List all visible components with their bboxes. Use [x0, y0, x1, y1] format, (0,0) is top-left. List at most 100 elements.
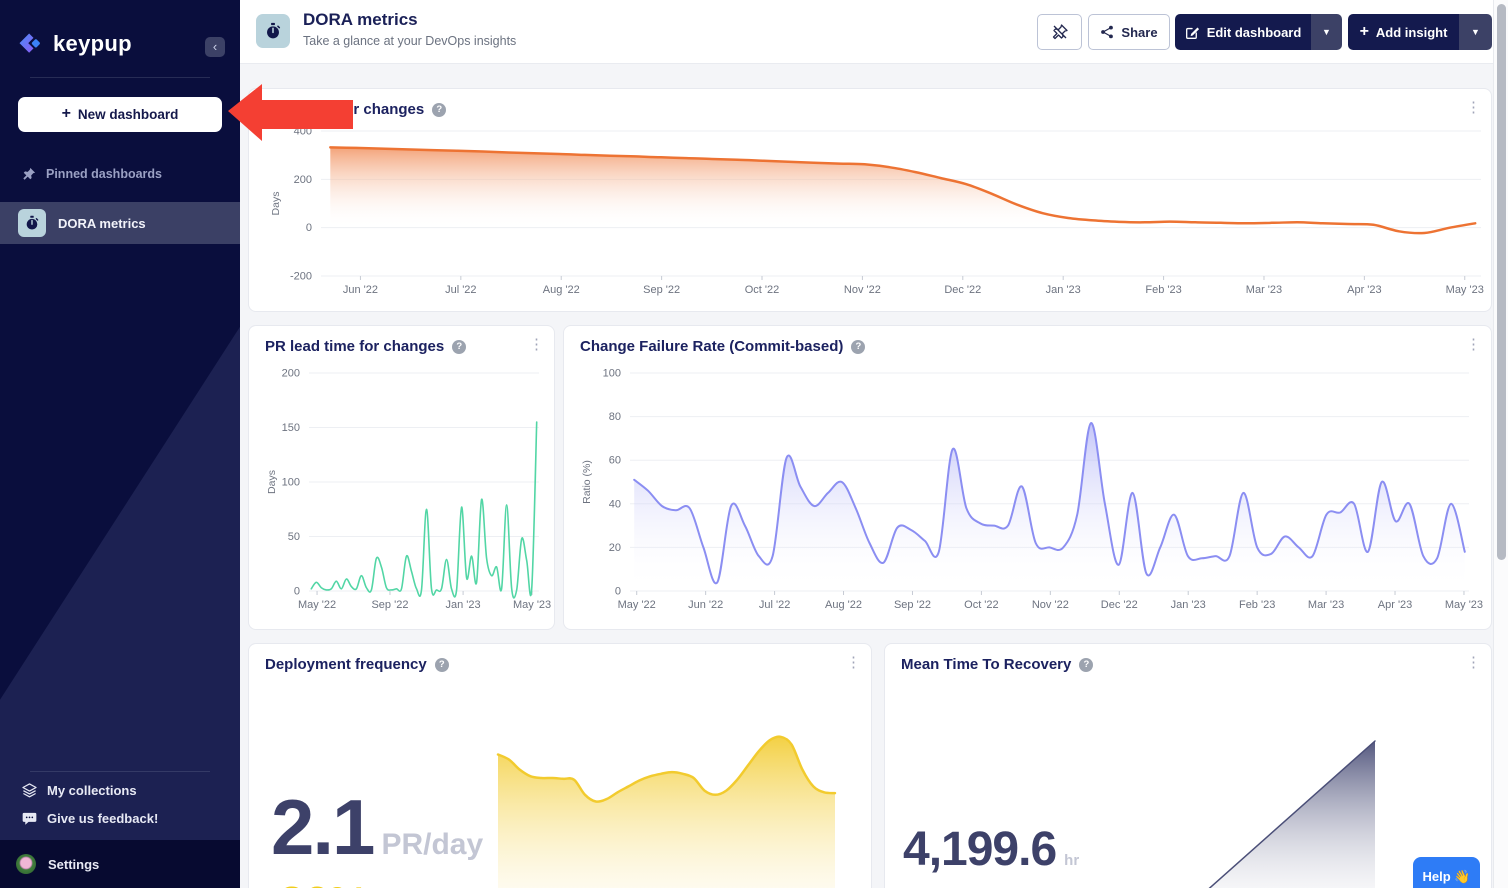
sidebar-item-label: DORA metrics — [58, 216, 146, 231]
avatar — [16, 854, 36, 874]
svg-text:Jan '23: Jan '23 — [1171, 599, 1206, 611]
scrollbar-track — [1493, 0, 1508, 888]
svg-text:Sep '22: Sep '22 — [894, 599, 931, 611]
svg-text:Sep '22: Sep '22 — [371, 599, 408, 611]
edit-dashboard-dropdown[interactable]: ▼ — [1311, 14, 1342, 50]
kebab-menu-icon[interactable]: ⋮ — [1466, 656, 1481, 670]
chevron-down-icon: ▼ — [1322, 27, 1331, 37]
add-insight-dropdown[interactable]: ▼ — [1459, 14, 1492, 50]
svg-text:80: 80 — [609, 411, 621, 423]
svg-text:Sep '22: Sep '22 — [643, 284, 680, 296]
metric-unit: hr — [1064, 852, 1079, 869]
settings-item[interactable]: Settings — [0, 840, 240, 888]
help-icon[interactable]: ? — [435, 658, 449, 672]
svg-text:Jan '23: Jan '23 — [446, 599, 481, 611]
svg-text:Apr '23: Apr '23 — [1347, 284, 1382, 296]
app-root: keypup ‹ + New dashboard Pinned dashboar… — [0, 0, 1508, 888]
svg-text:60: 60 — [609, 455, 621, 467]
dashboard-stopwatch-icon — [256, 14, 290, 48]
pin-off-icon — [1052, 24, 1068, 40]
svg-text:Days: Days — [270, 192, 282, 216]
mttr-metric: 4,199.6 hr — [903, 822, 1079, 877]
edit-dashboard-label: Edit dashboard — [1207, 25, 1302, 40]
svg-text:-200: -200 — [290, 271, 312, 283]
svg-text:0: 0 — [615, 586, 621, 598]
sidebar-divider — [30, 77, 210, 78]
my-collections-label: My collections — [47, 783, 137, 798]
help-button-label: Help 👋 — [1423, 869, 1471, 884]
page-subtitle: Take a glance at your DevOps insights — [303, 34, 516, 48]
svg-text:Feb '23: Feb '23 — [1239, 599, 1275, 611]
scrollbar-thumb[interactable] — [1497, 4, 1506, 560]
new-dashboard-button[interactable]: + New dashboard — [18, 97, 222, 132]
svg-text:Jul '22: Jul '22 — [445, 284, 476, 296]
svg-text:20: 20 — [609, 542, 621, 554]
svg-text:Nov '22: Nov '22 — [844, 284, 881, 296]
keypup-logo-icon — [16, 30, 44, 58]
svg-text:40: 40 — [609, 498, 621, 510]
plus-icon: + — [62, 105, 71, 123]
svg-text:200: 200 — [294, 174, 312, 186]
svg-text:Jul '22: Jul '22 — [759, 599, 790, 611]
feedback-label: Give us feedback! — [47, 811, 158, 826]
keypup-logo[interactable]: keypup — [16, 30, 132, 58]
card-lead-time-for-changes: Lead time for changes ? ⋮ 4002000-200Jun… — [248, 88, 1492, 312]
edit-icon — [1185, 25, 1200, 40]
svg-text:0: 0 — [306, 222, 312, 234]
help-button[interactable]: Help 👋 — [1413, 857, 1480, 888]
svg-text:100: 100 — [603, 368, 621, 380]
share-label: Share — [1121, 25, 1157, 40]
pinned-dashboards-label: Pinned dashboards — [46, 167, 162, 181]
svg-text:Days: Days — [266, 470, 278, 494]
chevron-down-icon: ▼ — [1471, 27, 1480, 37]
svg-text:Nov '22: Nov '22 — [1032, 599, 1069, 611]
share-button[interactable]: Share — [1088, 14, 1170, 50]
red-annotation-arrow — [225, 82, 355, 144]
card-title: Mean Time To Recovery — [901, 656, 1071, 673]
card-mean-time-to-recovery: Mean Time To Recovery ? ⋮ 4,199.6 hr 472… — [884, 643, 1492, 888]
metric-value: 2.1 — [271, 782, 373, 873]
svg-text:Oct '22: Oct '22 — [745, 284, 780, 296]
svg-text:Ratio (%): Ratio (%) — [581, 460, 593, 504]
pinned-dashboards-section: Pinned dashboards — [22, 167, 162, 181]
layers-icon — [22, 783, 37, 798]
my-collections-item[interactable]: My collections — [22, 783, 137, 798]
svg-text:50: 50 — [288, 531, 300, 543]
sidebar: keypup ‹ + New dashboard Pinned dashboar… — [0, 0, 240, 888]
svg-text:Oct '22: Oct '22 — [964, 599, 999, 611]
svg-text:Aug '22: Aug '22 — [825, 599, 862, 611]
sidebar-collapse-button[interactable]: ‹ — [205, 37, 225, 57]
svg-text:May '22: May '22 — [298, 599, 336, 611]
sidebar-item-dora-metrics[interactable]: DORA metrics — [0, 202, 240, 244]
card-title-row: Deployment frequency ? — [265, 656, 449, 673]
unpin-dashboard-button[interactable] — [1037, 14, 1082, 50]
lead-time-chart: 4002000-200Jun '22Jul '22Aug '22Sep '22O… — [249, 89, 1492, 308]
svg-text:Mar '23: Mar '23 — [1246, 284, 1282, 296]
logo-text: keypup — [53, 31, 132, 57]
svg-text:May '23: May '23 — [1446, 284, 1484, 296]
add-insight-button[interactable]: + Add insight — [1348, 14, 1459, 50]
add-insight-label: Add insight — [1376, 25, 1448, 40]
metric-value: 4,199.6 — [903, 822, 1056, 877]
svg-text:150: 150 — [282, 422, 300, 434]
pr-lead-time-chart: 200150100500May '22Sep '22Jan '23May '23… — [249, 326, 555, 623]
svg-text:May '23: May '23 — [513, 599, 551, 611]
change-failure-rate-chart: 100 80 60 40 20 0May '22 Jun '22 Jul '22 Aug '22… — [564, 326, 1492, 623]
svg-text:100: 100 — [282, 477, 300, 489]
svg-text:Dec '22: Dec '22 — [944, 284, 981, 296]
card-deployment-frequency: Deployment frequency ? ⋮ 2.1 PR/day 36% — [248, 643, 872, 888]
share-icon — [1100, 25, 1114, 39]
kebab-menu-icon[interactable]: ⋮ — [846, 656, 861, 670]
svg-text:May '23: May '23 — [1445, 599, 1483, 611]
help-icon[interactable]: ? — [1079, 658, 1093, 672]
svg-text:Jun '22: Jun '22 — [343, 284, 378, 296]
metric-change-partial: 472% — [929, 878, 1043, 888]
stopwatch-icon — [18, 209, 46, 237]
svg-text:May '22: May '22 — [618, 599, 656, 611]
edit-dashboard-button[interactable]: Edit dashboard — [1175, 14, 1311, 50]
pin-icon — [22, 167, 36, 181]
svg-text:Jun '22: Jun '22 — [688, 599, 723, 611]
feedback-item[interactable]: Give us feedback! — [22, 811, 158, 826]
svg-text:Mar '23: Mar '23 — [1308, 599, 1344, 611]
chat-icon — [22, 811, 37, 826]
